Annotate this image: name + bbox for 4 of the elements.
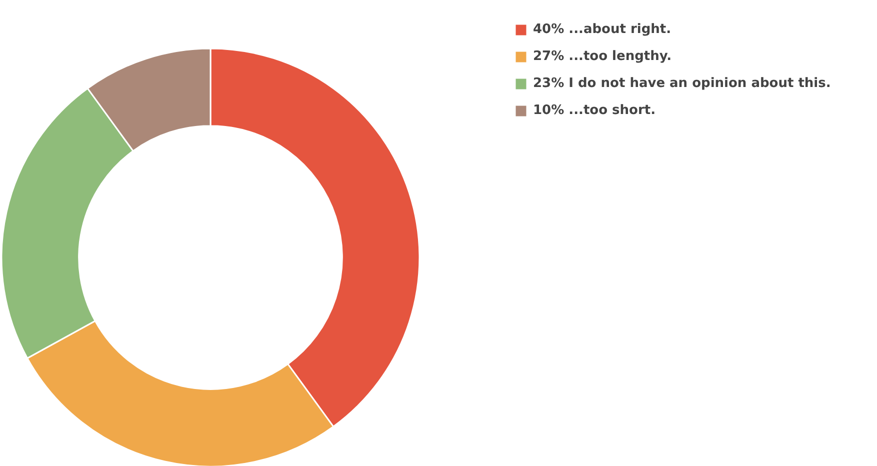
legend-label: 27% ...too lengthy. [533,49,672,64]
legend-label: 23% I do not have an opinion about this. [533,76,831,91]
legend-label: 10% ...too short. [533,103,656,118]
legend-label: 40% ...about right. [533,22,672,37]
